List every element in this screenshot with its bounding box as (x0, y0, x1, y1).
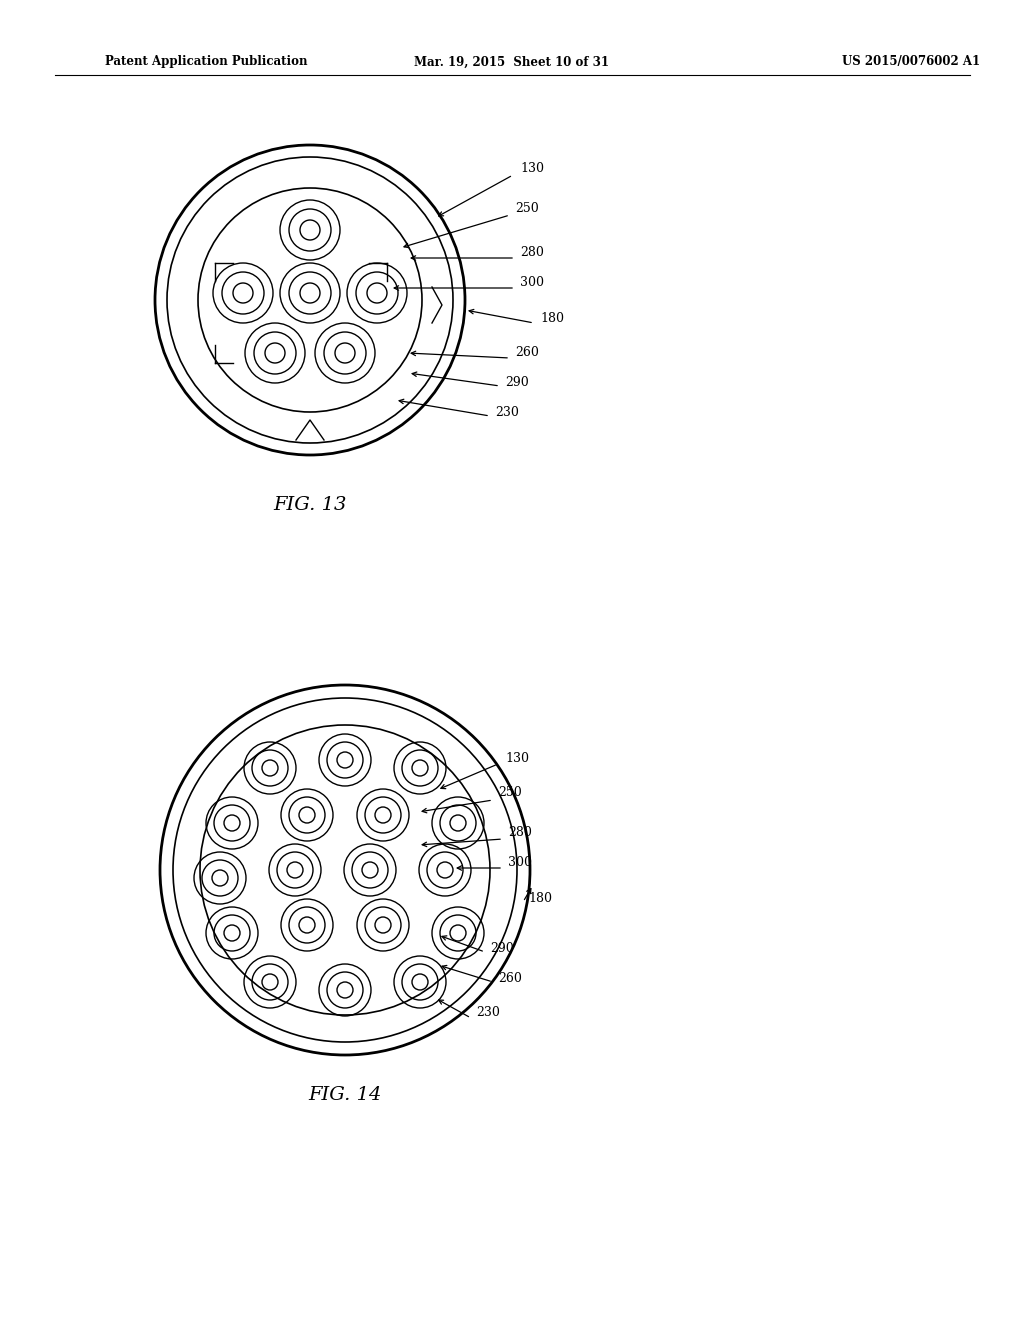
Text: 300: 300 (520, 276, 544, 289)
Text: 180: 180 (540, 312, 564, 325)
Text: 180: 180 (528, 891, 552, 904)
Text: FIG. 14: FIG. 14 (308, 1086, 382, 1104)
Text: 280: 280 (508, 826, 531, 840)
Text: 300: 300 (508, 857, 532, 870)
Text: 290: 290 (490, 941, 514, 954)
Text: 280: 280 (520, 247, 544, 260)
Text: FIG. 13: FIG. 13 (273, 496, 347, 513)
Text: 250: 250 (515, 202, 539, 214)
Text: 260: 260 (515, 346, 539, 359)
Text: 130: 130 (505, 751, 529, 764)
Text: 230: 230 (495, 407, 519, 420)
Text: Patent Application Publication: Patent Application Publication (105, 55, 307, 69)
Text: 250: 250 (498, 787, 522, 800)
Text: 230: 230 (476, 1006, 500, 1019)
Text: US 2015/0076002 A1: US 2015/0076002 A1 (842, 55, 980, 69)
Text: 290: 290 (505, 376, 528, 389)
Text: Mar. 19, 2015  Sheet 10 of 31: Mar. 19, 2015 Sheet 10 of 31 (415, 55, 609, 69)
Text: 130: 130 (520, 161, 544, 174)
Text: 260: 260 (498, 972, 522, 985)
